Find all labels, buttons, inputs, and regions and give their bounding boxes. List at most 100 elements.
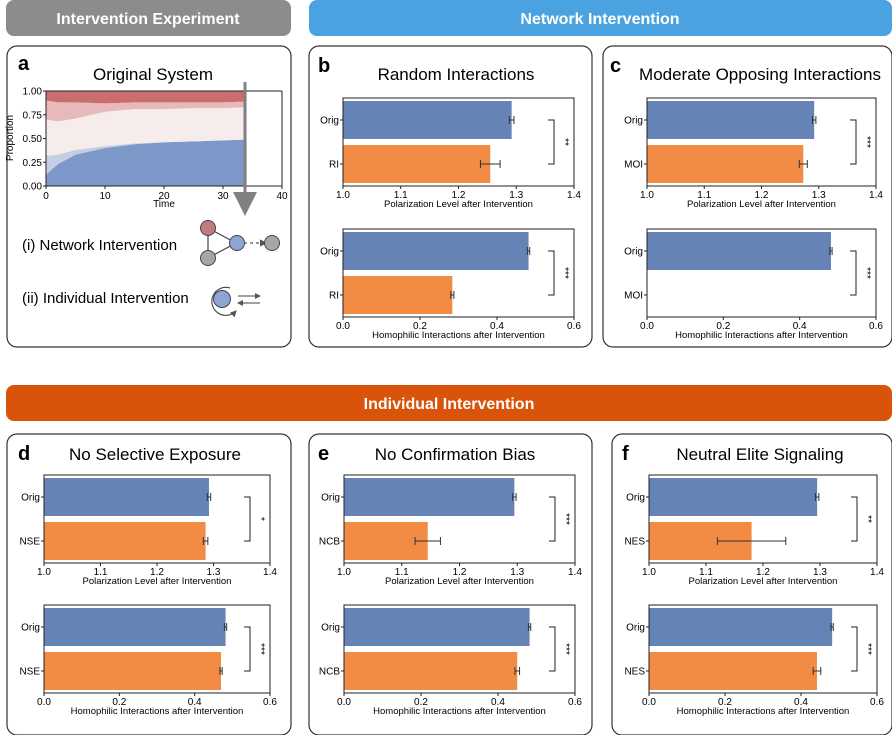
xtick-label: 1.2 (756, 567, 770, 578)
subplot-d-1: Orig NSE 1.0 1.1 1.2 1.3 1.4 Polarization Level… (19, 474, 277, 587)
panel-a-axes: 0.00 0.25 0.50 0.75 1.00 0 10 20 30 40 Proportion… (5, 87, 288, 211)
bar-orig (649, 478, 818, 516)
xtick-label: 0.6 (263, 697, 277, 708)
xtick-label: 0.0 (640, 321, 654, 332)
xtick-label: 0.0 (37, 697, 51, 708)
panel-e-title: No Confirmation Bias (375, 445, 536, 464)
plot-frame (342, 228, 575, 318)
panel-d: d No Selective Exposure (18, 443, 241, 465)
panel-c-frame (602, 45, 892, 348)
panel-f-frame (611, 433, 892, 735)
xtick-label: 1.0 (336, 190, 350, 201)
panel-d-frame (6, 433, 292, 735)
subplot-e-1: Orig NCB 1.0 1.1 1.2 1.3 1.4 Polarization Level… (319, 474, 582, 587)
subplot-f-2: Orig NES 0.0 0.2 0.4 0.6 Homophilic Interactio… (624, 604, 884, 717)
category-label: RI (329, 160, 339, 171)
xtick-label: 0.6 (870, 697, 884, 708)
panel-b-letter: b (318, 55, 330, 77)
bar-ncb (344, 652, 518, 690)
category-label: Orig (21, 623, 40, 634)
area-band-3 (46, 100, 247, 122)
area-xlabel: Time (153, 199, 175, 210)
area-band-1 (46, 139, 247, 175)
significance-stars: ** (559, 138, 570, 146)
bar-orig (344, 608, 530, 646)
category-label: MOI (624, 160, 643, 171)
xtick-label: 1.1 (394, 190, 408, 201)
category-label: Orig (320, 116, 339, 127)
node-blue (229, 235, 245, 251)
banner-intervention-experiment: Intervention Experiment (6, 0, 291, 36)
xtick-label: 0.6 (567, 321, 581, 332)
panel-c: c Moderate Opposing Interactions (610, 55, 881, 84)
banner-individual-intervention: Individual Intervention (6, 385, 892, 421)
bar-moi (647, 145, 804, 183)
xtick-label: 1.2 (453, 567, 467, 578)
category-label: Orig (626, 623, 645, 634)
panel-c-title: Moderate Opposing Interactions (639, 65, 881, 84)
bar-orig (44, 608, 226, 646)
category-label: NCB (319, 537, 340, 548)
area-ytick-label: 0.25 (23, 158, 43, 169)
bar-orig (44, 478, 209, 516)
bar-orig (343, 101, 512, 139)
xtick-label: 0.2 (716, 321, 730, 332)
significance-bracket (548, 250, 555, 296)
banner-individual-intervention-label: Individual Intervention (364, 396, 535, 413)
node-gray-target (264, 235, 280, 251)
significance-stars: *** (560, 513, 571, 525)
self-loop-arrow (211, 286, 237, 318)
subplot-f-1: Orig NES 1.0 1.1 1.2 1.3 1.4 Polarization Level… (624, 474, 884, 587)
xtick-label: 0.2 (413, 321, 427, 332)
individual-intervention-label: (ii) Individual Intervention (22, 290, 189, 307)
significance-stars: *** (861, 267, 872, 279)
bar-ri (343, 276, 453, 314)
bar-orig (649, 608, 833, 646)
subplot-b-2: Orig RI 0.0 0.2 0.4 0.6 Homophilic Interaction… (320, 228, 581, 341)
bar-nse (44, 652, 222, 690)
panel-a-letter: a (18, 53, 30, 75)
xtick-label: 1.2 (452, 190, 466, 201)
x-axis-label: Homophilic Interactions after Interventi… (373, 706, 546, 717)
category-label: Orig (624, 116, 643, 127)
banner-intervention-experiment-label: Intervention Experiment (56, 11, 240, 28)
xtick-label: 1.1 (94, 567, 108, 578)
xtick-label: 1.3 (207, 567, 221, 578)
area-xtick-label: 30 (217, 191, 229, 202)
x-axis-label: Polarization Level after Intervention (385, 576, 534, 587)
panel-b-frame (308, 45, 593, 348)
category-label: RI (329, 291, 339, 302)
significance-stars: *** (560, 643, 571, 655)
node-gray (200, 250, 216, 266)
x-axis-label: Polarization Level after Intervention (83, 576, 232, 587)
bar-orig (647, 101, 815, 139)
significance-stars: *** (861, 136, 872, 148)
banner-gray-bg (6, 0, 291, 36)
xtick-label: 1.2 (150, 567, 164, 578)
significance-bracket (549, 626, 556, 672)
x-axis-label: Polarization Level after Intervention (687, 199, 836, 210)
panel-d-letter: d (18, 443, 30, 465)
banner-network-intervention: Network Intervention (309, 0, 892, 36)
subplot-b-1: Orig RI 1.0 1.1 1.2 1.3 1.4 Polarization Level … (320, 97, 581, 210)
panel-e: e No Confirmation Bias (318, 443, 535, 465)
plot-frame (646, 228, 877, 318)
xtick-label: 0.0 (642, 697, 656, 708)
xtick-label: 0.0 (336, 321, 350, 332)
area-band-0 (46, 139, 247, 186)
significance-bracket (549, 496, 556, 542)
category-label: NSE (19, 537, 40, 548)
significance-bracket (548, 119, 555, 165)
xtick-label: 0.4 (188, 697, 202, 708)
category-label: MOI (624, 291, 643, 302)
category-label: Orig (321, 623, 340, 634)
area-band-2 (46, 107, 247, 156)
subplot-c-1: Orig MOI 1.0 1.1 1.2 1.3 1.4 Polarization Level… (624, 97, 883, 210)
xtick-label: 0.6 (568, 697, 582, 708)
node-red (200, 220, 216, 236)
bar-nse (44, 522, 206, 560)
category-label: Orig (624, 247, 643, 258)
banner-orange-bg (6, 385, 892, 421)
xtick-label: 0.4 (793, 321, 807, 332)
significance-stars: ** (862, 515, 873, 523)
